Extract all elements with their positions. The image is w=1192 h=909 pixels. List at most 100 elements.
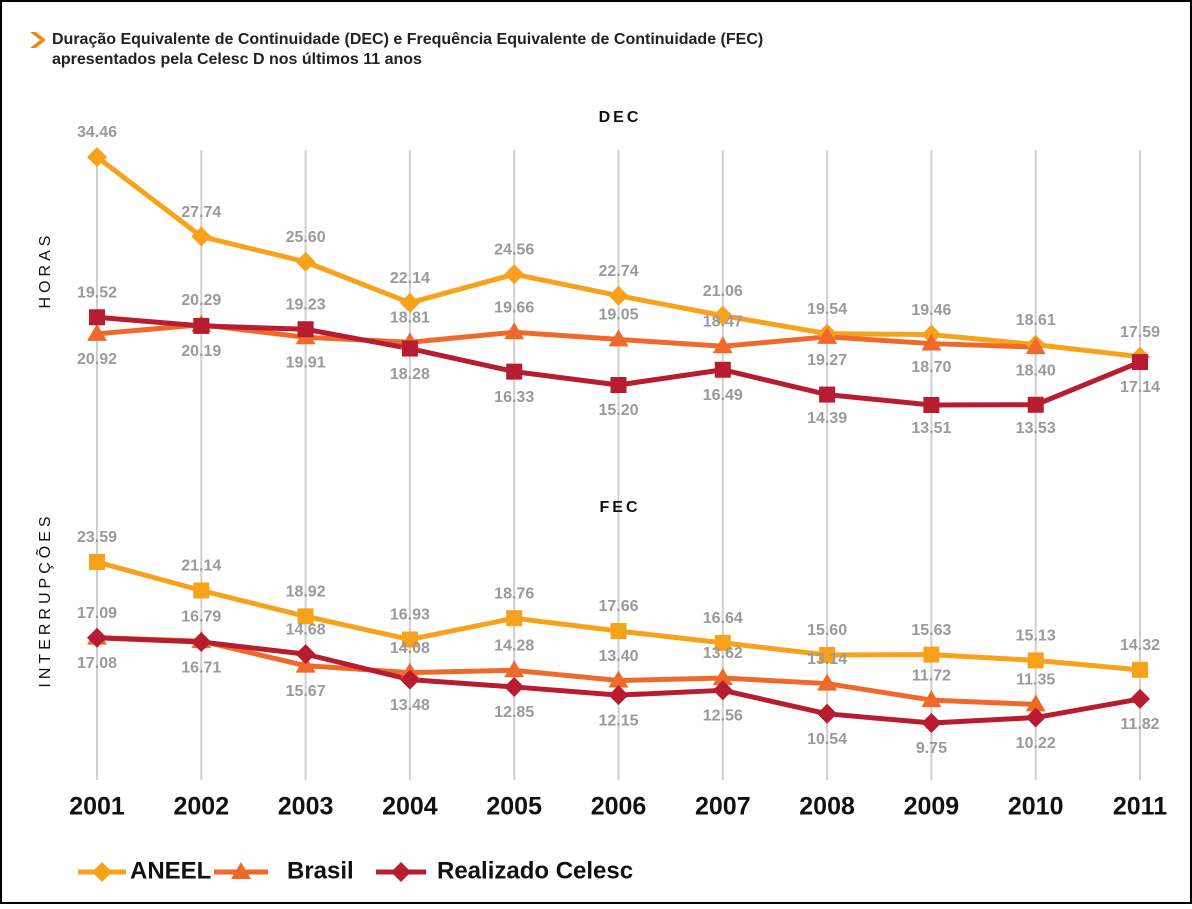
data-label: 13.48 xyxy=(390,697,430,714)
data-label: 10.54 xyxy=(807,731,847,748)
data-point xyxy=(817,703,838,724)
data-label: 17.59 xyxy=(1120,324,1160,341)
data-point xyxy=(191,226,212,247)
x-tick-label: 2002 xyxy=(173,793,229,821)
data-label: 19.23 xyxy=(286,296,326,313)
data-point xyxy=(1025,337,1046,355)
data-label: 23.59 xyxy=(77,529,117,546)
data-label: 17.08 xyxy=(77,655,117,672)
data-point xyxy=(1132,354,1148,371)
data-label: 14.32 xyxy=(1120,637,1160,654)
data-point xyxy=(506,610,523,627)
data-label: 18.70 xyxy=(911,359,951,376)
series-line xyxy=(96,635,1036,707)
data-label: 27.74 xyxy=(181,204,221,221)
panel-title: FEC xyxy=(600,499,641,516)
data-point xyxy=(819,646,836,663)
data-label: 11.35 xyxy=(1016,672,1055,689)
data-label: 13.53 xyxy=(1016,420,1056,437)
data-label: 16.64 xyxy=(703,610,743,627)
data-label: 15.13 xyxy=(1016,628,1056,645)
legend-label: Brasil xyxy=(287,857,354,884)
data-point xyxy=(295,644,316,665)
data-point xyxy=(506,363,523,380)
data-point xyxy=(608,329,629,347)
data-label: 21.06 xyxy=(703,283,743,300)
data-point xyxy=(608,285,629,306)
data-label: 13.40 xyxy=(598,648,638,665)
data-label: 19.27 xyxy=(807,352,847,369)
data-point xyxy=(89,554,105,570)
data-label: 22.74 xyxy=(598,263,638,280)
data-label: 16.93 xyxy=(390,607,430,624)
legend-marker xyxy=(391,862,411,882)
data-point xyxy=(504,322,525,340)
title-icon xyxy=(30,32,46,48)
data-point xyxy=(295,655,316,673)
data-label: 24.56 xyxy=(494,241,534,258)
data-point xyxy=(921,333,942,351)
data-label: 15.67 xyxy=(286,683,326,700)
data-point xyxy=(923,646,940,663)
data-label: 21.14 xyxy=(181,558,221,575)
x-tick-label: 2007 xyxy=(695,793,751,821)
data-point xyxy=(1025,707,1046,728)
data-point xyxy=(1132,661,1148,678)
data-label: 15.60 xyxy=(807,622,847,639)
data-point xyxy=(819,386,836,403)
data-label: 18.40 xyxy=(1016,362,1056,379)
data-point xyxy=(921,713,942,733)
x-tick-label: 2005 xyxy=(486,793,542,821)
data-label: 19.66 xyxy=(494,299,534,316)
data-point xyxy=(401,631,418,648)
data-label: 14.68 xyxy=(286,621,326,638)
data-label: 15.20 xyxy=(598,402,638,419)
data-label: 19.46 xyxy=(911,302,951,319)
chart-title: Duração Equivalente de Continuidade (DEC… xyxy=(52,31,763,48)
data-point xyxy=(608,670,629,688)
data-point xyxy=(714,361,731,378)
data-point xyxy=(297,321,314,338)
data-point xyxy=(295,251,316,272)
x-tick-label: 2003 xyxy=(278,793,334,821)
data-label: 14.28 xyxy=(494,638,534,655)
data-point xyxy=(610,376,627,393)
panel-title: DEC xyxy=(599,109,642,126)
data-label: 9.75 xyxy=(916,740,947,757)
y-axis-label: HORAS xyxy=(37,232,54,309)
data-point xyxy=(297,608,314,625)
chart-subtitle: apresentados pela Celesc D nos últimos 1… xyxy=(52,51,422,68)
data-point xyxy=(712,305,733,326)
data-label: 18.76 xyxy=(494,585,534,602)
data-point xyxy=(610,622,627,639)
x-tick-label: 2001 xyxy=(69,793,125,821)
data-point xyxy=(401,340,418,357)
data-point xyxy=(193,582,210,599)
data-point xyxy=(817,673,838,691)
data-point xyxy=(1027,652,1044,669)
data-label: 19.91 xyxy=(286,355,326,372)
data-label: 13.62 xyxy=(703,645,743,662)
legend-marker xyxy=(231,862,251,879)
legend-label: Realizado Celesc xyxy=(437,857,633,884)
data-point xyxy=(712,667,733,685)
x-tick-label: 2008 xyxy=(799,793,855,821)
x-tick-label: 2010 xyxy=(1008,793,1064,821)
data-point xyxy=(193,317,210,334)
data-label: 13.51 xyxy=(911,420,951,437)
data-point xyxy=(1130,688,1150,709)
data-point xyxy=(89,309,105,326)
data-label: 16.79 xyxy=(181,608,221,625)
data-point xyxy=(504,660,525,678)
legend-label: ANEEL xyxy=(130,857,211,884)
data-label: 22.14 xyxy=(390,270,430,287)
data-label: 18.61 xyxy=(1016,312,1056,329)
data-point xyxy=(87,627,107,648)
data-label: 20.19 xyxy=(181,343,221,360)
data-label: 17.66 xyxy=(598,598,638,615)
legend-marker xyxy=(92,862,112,882)
data-label: 19.54 xyxy=(807,301,847,318)
data-label: 18.28 xyxy=(390,366,430,383)
